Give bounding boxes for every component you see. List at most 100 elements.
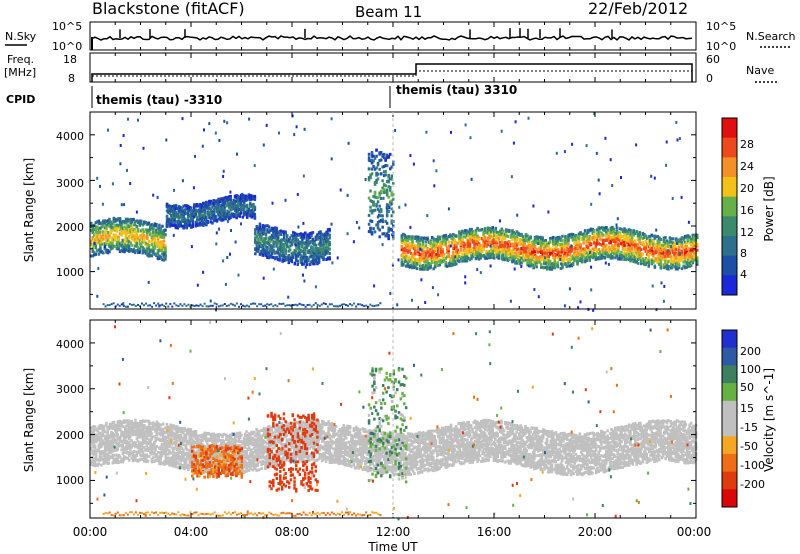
power-cell	[438, 259, 441, 263]
power-cell	[511, 260, 514, 264]
power-cell	[177, 209, 181, 213]
power-cell	[676, 261, 679, 265]
power-cell	[530, 242, 534, 246]
power-cell	[674, 247, 678, 251]
power-cell	[527, 241, 531, 245]
power-cell	[680, 252, 684, 256]
power-cell	[296, 238, 299, 242]
power-cell	[203, 222, 207, 225]
power-cell	[659, 258, 663, 262]
power-cell	[503, 237, 507, 241]
power-cell	[223, 196, 226, 200]
power-cell	[140, 236, 143, 240]
power-cell	[217, 213, 220, 217]
power-cell	[121, 230, 125, 234]
power-cell	[538, 239, 541, 243]
power-cell	[609, 239, 613, 243]
power-cell	[671, 237, 675, 241]
power-cell	[325, 258, 328, 261]
power-cell	[185, 223, 188, 227]
power-cell	[158, 229, 161, 233]
power-cell	[676, 267, 679, 271]
power-cell	[158, 223, 161, 227]
power-cell	[167, 221, 170, 225]
power-cell	[214, 216, 217, 220]
power-cell	[556, 248, 560, 252]
power-cell	[237, 214, 240, 217]
power-cell	[129, 221, 132, 225]
power-cell	[102, 219, 105, 223]
power-cell	[123, 238, 126, 242]
power-cell	[152, 251, 155, 255]
power-cell	[586, 255, 590, 259]
power-cell	[473, 247, 476, 251]
power-cell	[426, 250, 429, 254]
power-cell	[205, 206, 208, 210]
power-cell	[367, 152, 371, 156]
power-cell	[389, 177, 392, 181]
power-cell	[179, 211, 182, 215]
power-cell	[117, 245, 120, 249]
power-cell	[636, 249, 640, 253]
power-cell	[165, 216, 169, 220]
power-cell	[559, 237, 563, 241]
power-cell	[140, 222, 143, 225]
power-cell	[641, 257, 644, 261]
power-cell	[580, 236, 584, 240]
power-cell	[264, 245, 268, 249]
power-cell	[635, 260, 638, 264]
power-cell	[647, 256, 650, 260]
power-cell	[471, 238, 475, 242]
power-cell	[533, 256, 537, 260]
power-cell	[406, 235, 410, 239]
power-cell	[659, 247, 663, 251]
power-cell	[602, 240, 605, 244]
power-cell	[555, 262, 558, 266]
power-cell	[406, 237, 410, 241]
power-cell	[630, 257, 634, 261]
power-cell	[526, 255, 529, 258]
power-cell	[421, 267, 425, 271]
power-cell	[389, 152, 392, 156]
power-cell	[301, 233, 304, 237]
power-cell	[403, 246, 407, 250]
power-cell	[689, 252, 693, 256]
power-cell	[485, 250, 488, 253]
power-cell	[311, 246, 315, 250]
power-cell	[177, 216, 181, 220]
power-cell	[444, 261, 447, 264]
power-cell	[322, 234, 325, 238]
power-cell	[623, 251, 626, 255]
power-cell	[112, 217, 116, 221]
nave-max: 60	[706, 53, 720, 66]
power-cell	[138, 247, 141, 251]
power-cell	[143, 250, 146, 254]
power-cell	[326, 229, 330, 233]
power-cell	[576, 235, 579, 239]
power-cell	[114, 223, 117, 227]
power-cell	[141, 246, 144, 250]
power-cell	[630, 250, 634, 254]
power-cell	[199, 203, 202, 207]
power-cell	[459, 247, 463, 251]
power-cell	[167, 204, 170, 208]
power-cell	[686, 255, 690, 259]
power-cell	[150, 225, 154, 229]
power-cell	[270, 248, 274, 252]
power-cell	[633, 244, 637, 248]
power-cell	[594, 235, 597, 239]
power-cell	[688, 235, 691, 239]
power-cell	[626, 257, 629, 261]
power-cell	[576, 259, 579, 263]
power-cell	[376, 200, 380, 204]
power-cell	[533, 241, 537, 245]
cpid-row: CPID themis (tau) -3310 themis (tau) 331…	[6, 83, 517, 108]
power-cell	[673, 253, 676, 257]
power-cell	[647, 260, 650, 264]
power-cell	[287, 259, 290, 263]
power-cell	[665, 244, 669, 248]
power-cell	[209, 211, 213, 214]
power-cell	[620, 257, 623, 261]
power-cell	[221, 208, 225, 212]
power-cell	[314, 250, 318, 253]
